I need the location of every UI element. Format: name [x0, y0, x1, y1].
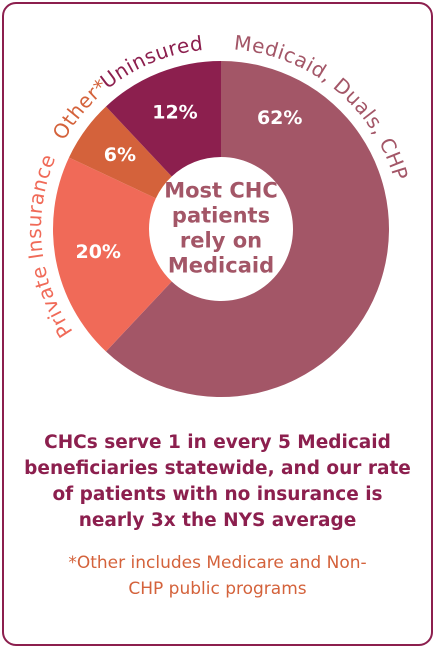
donut-segment — [68, 106, 172, 199]
caption: CHCs serve 1 in every 5 Medicaid benefic… — [24, 432, 411, 531]
center-text: Most CHC — [164, 179, 278, 203]
value-label: 20% — [75, 241, 120, 263]
value-label: 12% — [152, 101, 197, 123]
donut-segment — [105, 61, 389, 397]
donut-segment — [105, 61, 221, 177]
center-text: rely on — [180, 229, 262, 253]
donut-segment — [52, 157, 172, 352]
footnote: *Other includes Medicare and Non-CHP pub… — [68, 553, 367, 599]
value-label: 62% — [257, 107, 302, 129]
value-label: 6% — [104, 144, 136, 166]
center-text: Medicaid — [168, 254, 274, 278]
center-text: patients — [172, 204, 270, 228]
